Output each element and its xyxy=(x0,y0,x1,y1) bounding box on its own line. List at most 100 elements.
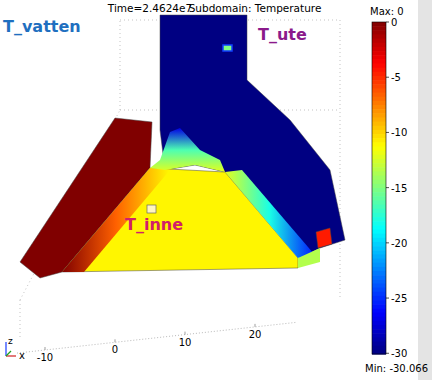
colorbar-slice xyxy=(372,342,386,347)
colorbar-tick xyxy=(386,353,389,354)
colorbar-slice xyxy=(372,300,386,305)
colorbar-frame xyxy=(372,22,386,354)
colorbar-slice xyxy=(372,126,386,131)
side-strip xyxy=(418,0,432,380)
colorbar-slice xyxy=(372,184,386,189)
colorbar-slice xyxy=(372,151,386,156)
colorbar-slice xyxy=(372,271,386,276)
colorbar-tick-label: -15 xyxy=(391,183,407,194)
colorbar-slice xyxy=(372,64,386,69)
triad xyxy=(6,351,11,356)
colorbar-slice xyxy=(372,296,386,301)
colorbar-slice xyxy=(372,325,386,330)
colorbar-slice xyxy=(372,88,386,93)
colorbar-tick-label: -20 xyxy=(391,238,407,249)
colorbar-slice xyxy=(372,209,386,214)
max-value: 0 xyxy=(397,6,403,17)
colorbar-tick xyxy=(386,298,389,299)
colorbar-slice xyxy=(372,176,386,181)
colorbar-tick xyxy=(386,187,389,188)
colorbar-slice xyxy=(372,55,386,60)
triad xyxy=(5,342,6,356)
figure: Time=2.4624e7Subdomain: TemperatureT_vat… xyxy=(0,0,432,380)
colorbar-slice xyxy=(372,337,386,342)
x-tick-label: 20 xyxy=(249,329,262,340)
colorbar-tick-label: -5 xyxy=(391,72,401,83)
plot-background xyxy=(0,0,418,380)
colorbar-slice xyxy=(372,292,386,297)
colorbar-slice xyxy=(372,196,386,201)
colorbar-slice xyxy=(372,346,386,351)
min-label: Min: -30.066 xyxy=(365,363,428,374)
colorbar-slice xyxy=(372,259,386,264)
detail xyxy=(223,45,232,51)
colorbar-slice xyxy=(372,238,386,243)
colorbar-slice xyxy=(372,263,386,268)
transition-band xyxy=(298,248,320,268)
colorbar-slice xyxy=(372,308,386,313)
max-label-text: Max: xyxy=(370,6,397,17)
detail xyxy=(316,228,332,248)
x-tick xyxy=(255,324,256,327)
colorbar-slice xyxy=(372,105,386,110)
region-label: T_vatten xyxy=(3,17,81,36)
colorbar-slice xyxy=(372,101,386,106)
colorbar-slice xyxy=(372,205,386,210)
colorbar-slice xyxy=(372,59,386,64)
colorbar-slice xyxy=(372,246,386,251)
axis-label: z xyxy=(8,336,13,346)
colorbar-slice xyxy=(372,93,386,98)
colorbar-slice xyxy=(372,242,386,247)
colorbar-slice xyxy=(372,34,386,39)
max-label: Max: 0 xyxy=(370,6,404,17)
colorbar-slice xyxy=(372,68,386,73)
colorbar-slice xyxy=(372,171,386,176)
colorbar-slice xyxy=(372,109,386,114)
colorbar-slice xyxy=(372,80,386,85)
colorbar-slice xyxy=(372,217,386,222)
colorbar-slice xyxy=(372,317,386,322)
colorbar-slice xyxy=(372,43,386,48)
colorbar-slice xyxy=(372,122,386,127)
colorbar-slice xyxy=(372,333,386,338)
box-line xyxy=(20,300,21,340)
colorbar-slice xyxy=(372,51,386,56)
transition-band xyxy=(225,170,314,258)
colorbar-slice xyxy=(372,76,386,81)
min-value: -30.066 xyxy=(389,363,428,374)
colorbar-slice xyxy=(372,167,386,172)
region-label: T_ute xyxy=(258,25,307,44)
transition-band xyxy=(150,128,225,172)
colorbar-slice xyxy=(372,163,386,168)
colorbar-slice xyxy=(372,30,386,35)
colorbar-slice xyxy=(372,113,386,118)
colorbar-slice xyxy=(372,321,386,326)
colorbar-tick xyxy=(386,242,389,243)
colorbar-slice xyxy=(372,147,386,152)
colorbar-slice xyxy=(372,254,386,259)
colorbar-slice xyxy=(372,200,386,205)
colorbar-slice xyxy=(372,22,386,27)
colorbar-slice xyxy=(372,250,386,255)
colorbar-slice xyxy=(372,134,386,139)
colorbar-slice xyxy=(372,275,386,280)
colorbar-slice xyxy=(372,155,386,160)
colorbar-slice xyxy=(372,304,386,309)
triad xyxy=(6,355,16,356)
axis-label: x xyxy=(19,350,25,361)
colorbar-slice xyxy=(372,221,386,226)
colorbar-slice xyxy=(372,39,386,44)
region xyxy=(62,168,298,272)
colorbar-slice xyxy=(372,97,386,102)
box-line xyxy=(120,20,121,110)
colorbar-slice xyxy=(372,225,386,230)
colorbar-tick-label: -25 xyxy=(391,293,407,304)
colorbar-slice xyxy=(372,142,386,147)
colorbar-slice xyxy=(372,230,386,235)
subtitle: Subdomain: Temperature xyxy=(189,2,322,14)
x-tick-label: 0 xyxy=(112,344,118,355)
colorbar-slice xyxy=(372,234,386,239)
x-tick xyxy=(185,332,186,335)
colorbar-slice xyxy=(372,72,386,77)
colorbar-slice xyxy=(372,138,386,143)
